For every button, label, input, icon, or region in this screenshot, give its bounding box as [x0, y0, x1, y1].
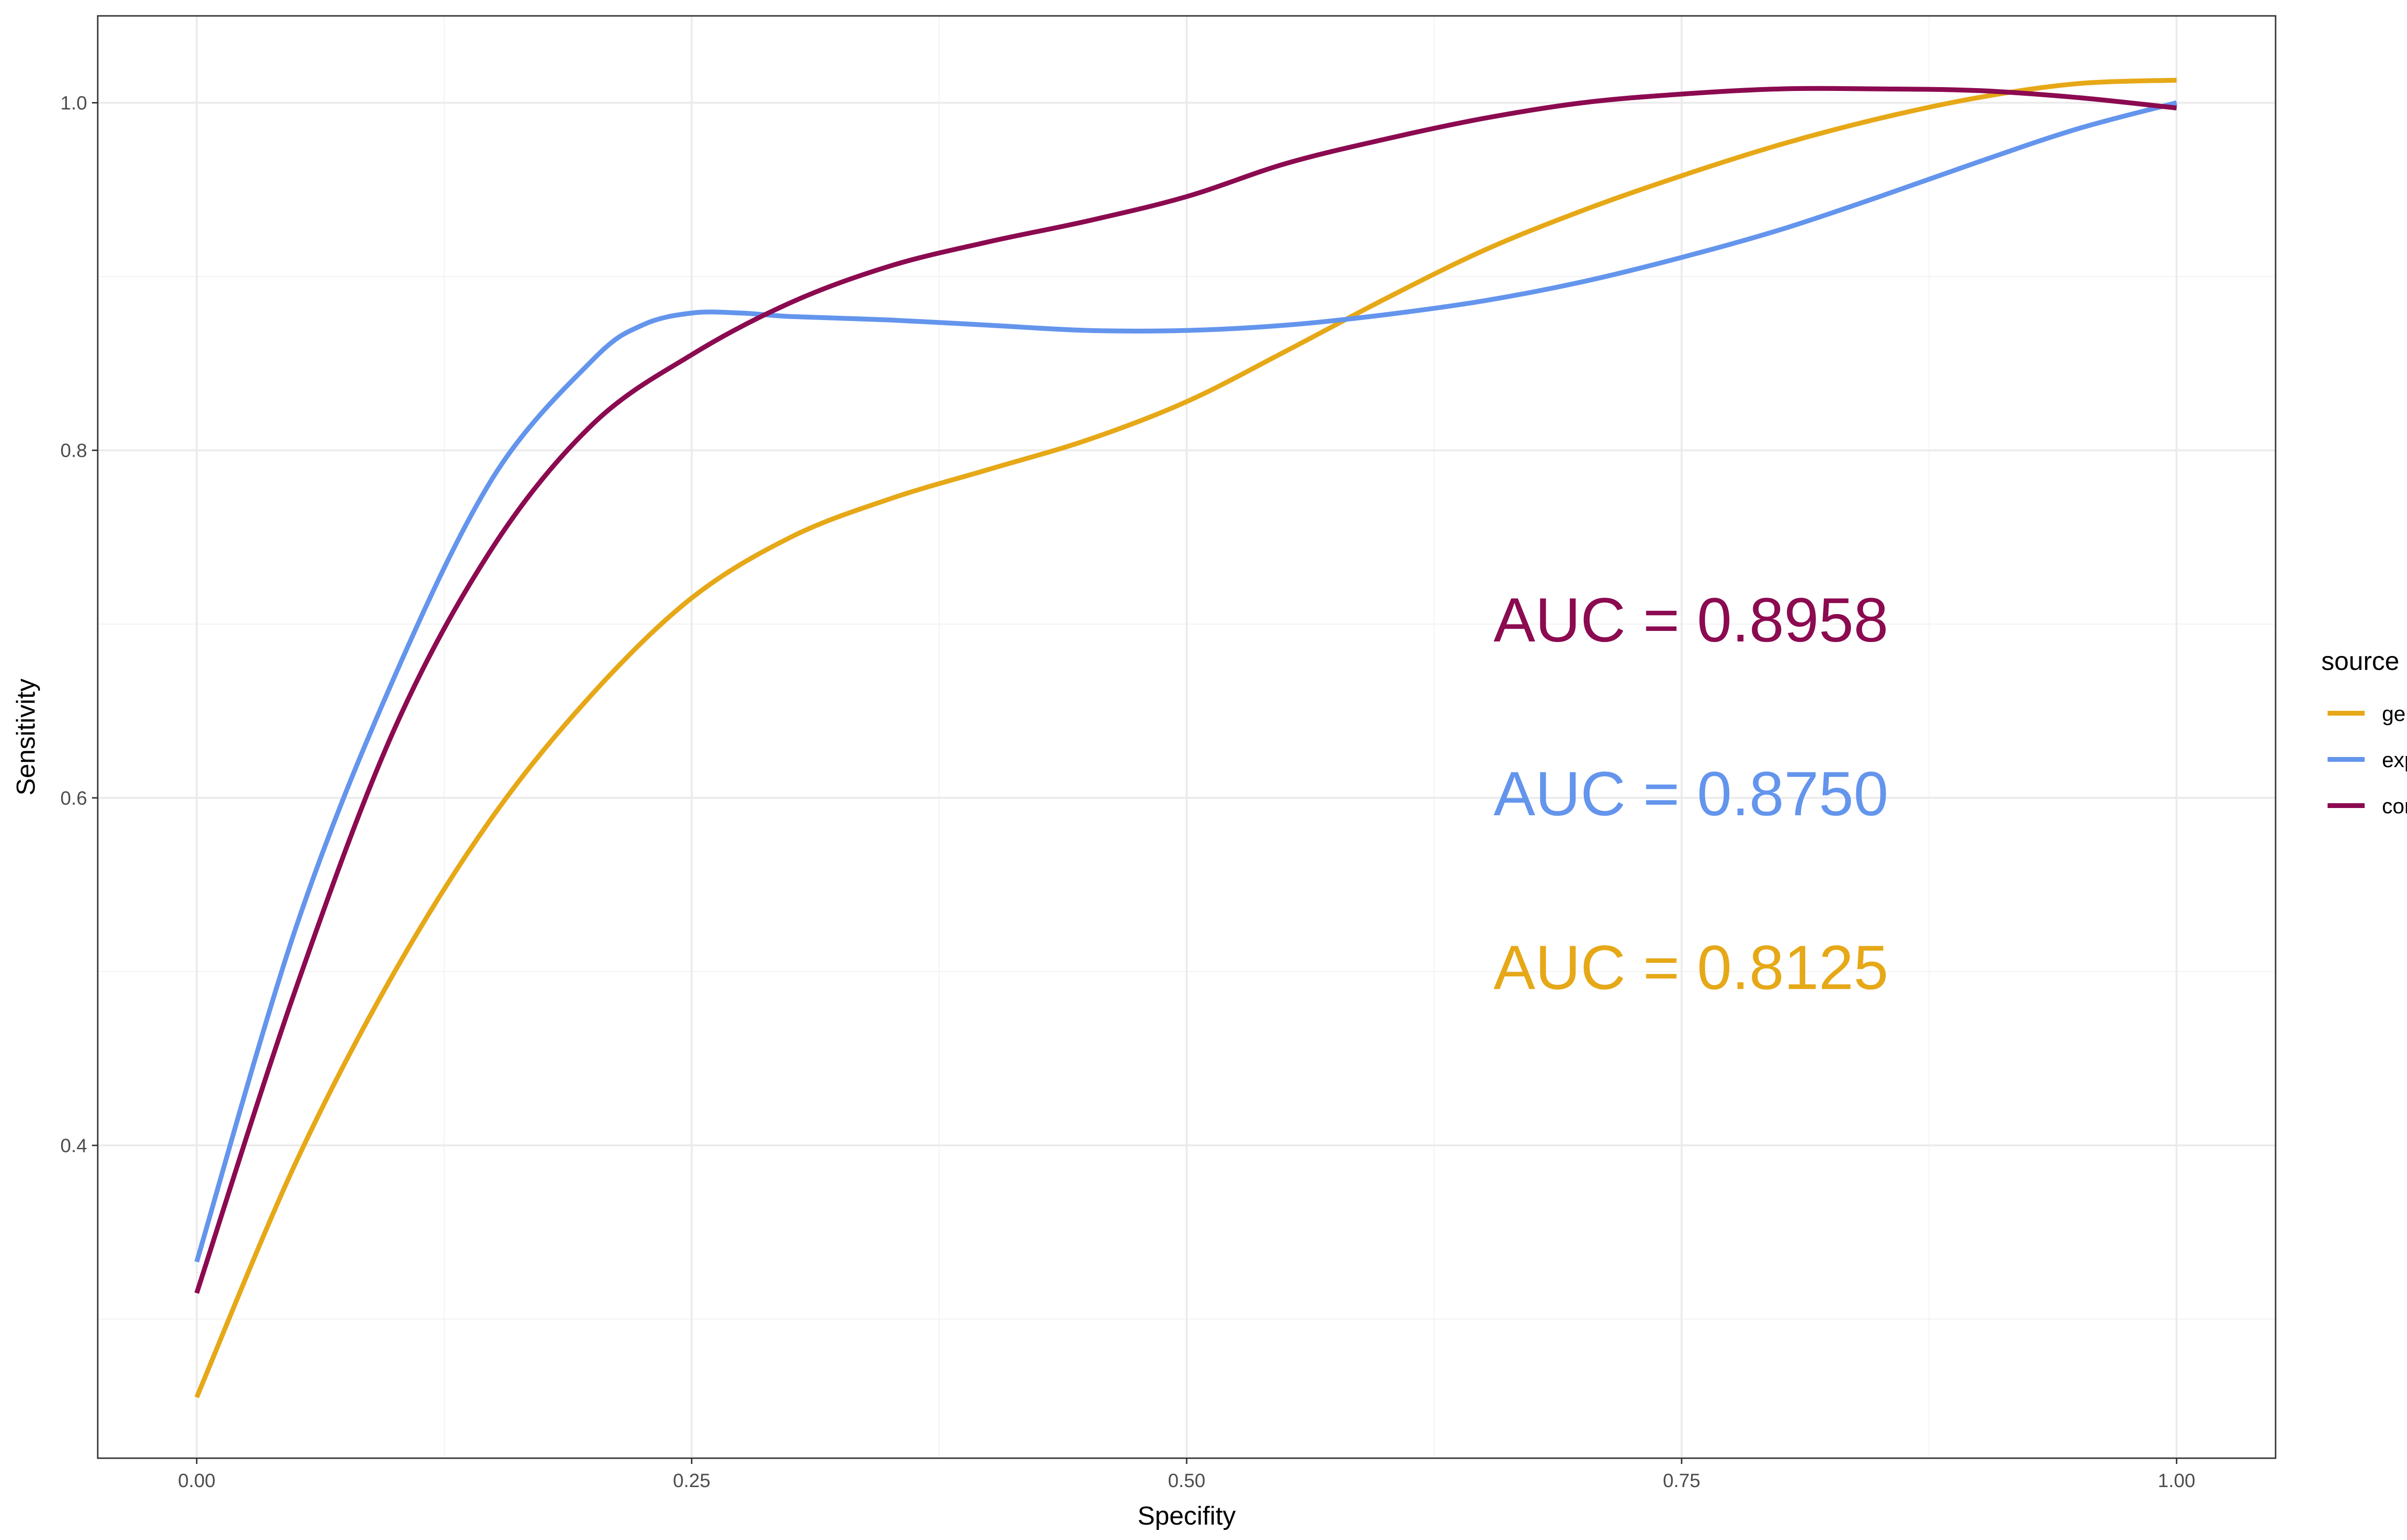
x-tick-label: 0.75 [1663, 1470, 1700, 1491]
series-line-expr_roc [194, 100, 2177, 1263]
legend: source gen_ra expr_roc comb_roc [2321, 647, 2407, 818]
auc-annotations: AUC = 0.8958 AUC = 0.8750 AUC = 0.8125 [1493, 585, 1888, 1002]
auc-annotation: AUC = 0.8125 [1493, 932, 1888, 1002]
series-line-comb_roc [194, 86, 2177, 1294]
legend-label: comb_roc [2382, 795, 2407, 818]
x-tick-label: 0.00 [178, 1470, 216, 1491]
series-line-gen_ra [194, 77, 2177, 1399]
legend-label: expr_roc [2382, 748, 2407, 772]
legend-title: source [2321, 647, 2399, 676]
y-axis-title: Sensitivity [12, 679, 40, 796]
x-axis-title: Specifity [1138, 1502, 1236, 1530]
y-tick-label: 0.8 [60, 440, 87, 462]
legend-label: gen_ra [2382, 702, 2407, 726]
y-tick-label: 0.4 [60, 1135, 87, 1156]
legend-items: gen_ra expr_roc comb_roc [2328, 702, 2407, 818]
auc-annotation: AUC = 0.8958 [1493, 585, 1888, 655]
x-tick-label: 0.25 [673, 1470, 711, 1491]
auc-annotation: AUC = 0.8750 [1493, 758, 1888, 829]
x-tick-label: 0.50 [1168, 1470, 1205, 1491]
axes: 0.00 0.25 0.50 0.75 1.00 0.4 0.6 0.8 1.0 [60, 93, 2195, 1491]
y-tick-label: 0.6 [60, 788, 87, 809]
series-lines [194, 77, 2177, 1399]
y-tick-label: 1.0 [60, 93, 87, 114]
x-tick-label: 1.00 [2158, 1470, 2195, 1491]
